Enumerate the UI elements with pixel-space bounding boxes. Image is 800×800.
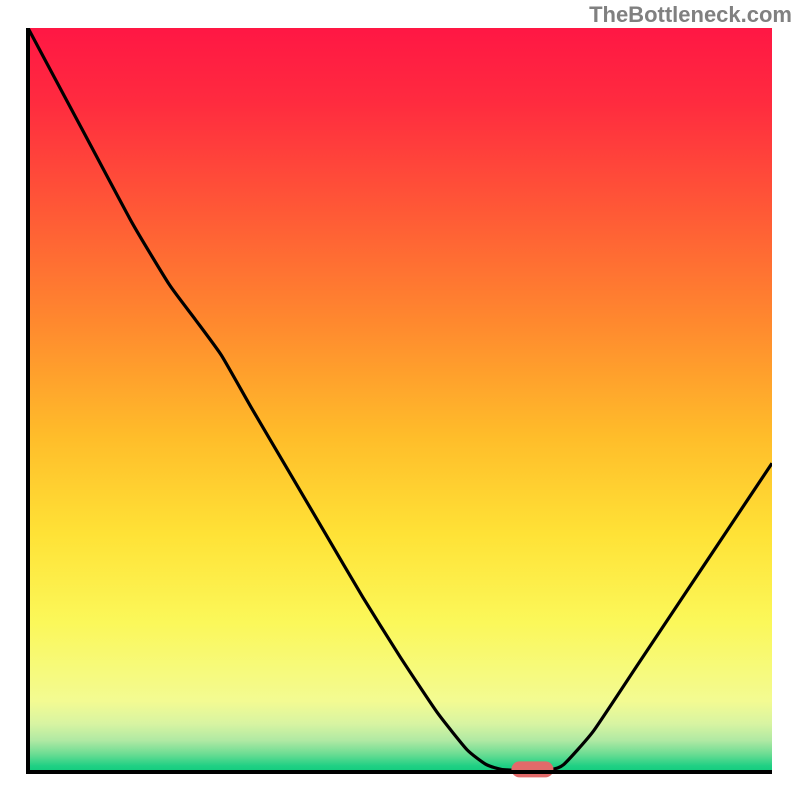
gradient-background [28, 28, 772, 772]
watermark-text: TheBottleneck.com [589, 2, 792, 28]
bottleneck-chart [0, 0, 800, 800]
optimum-marker [511, 761, 553, 777]
chart-container: { "watermark": { "text": "TheBottleneck.… [0, 0, 800, 800]
